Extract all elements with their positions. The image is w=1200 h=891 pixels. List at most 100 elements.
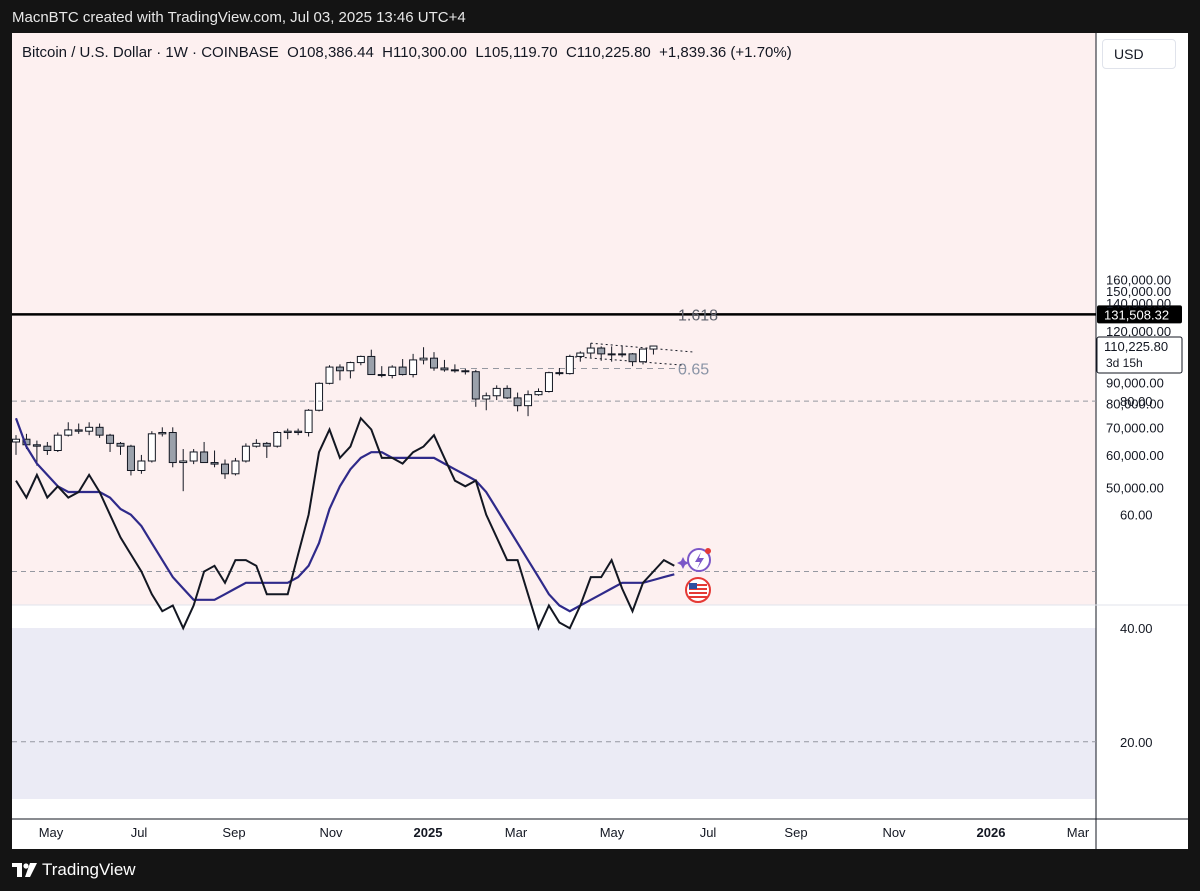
candle[interactable]	[43, 441, 52, 455]
candle-body	[524, 394, 533, 407]
oscillator-lines[interactable]	[12, 400, 1096, 743]
candle[interactable]	[367, 349, 376, 376]
candle[interactable]	[210, 450, 219, 468]
chart-event-icons[interactable]	[677, 548, 711, 603]
price-tick-label: 160,000.00	[1106, 272, 1171, 287]
symbol-legend[interactable]: Bitcoin / U.S. Dollar · 1W · COINBASE O1…	[22, 44, 792, 61]
candle[interactable]	[544, 371, 553, 393]
time-tick-label: Jul	[700, 825, 717, 840]
chart-canvas[interactable]: 1.618 131,508.32 0.65 50,000.00 60,000.00 70…	[12, 33, 1188, 849]
candle[interactable]	[53, 432, 62, 452]
candle[interactable]	[597, 346, 606, 361]
us-flag-icon[interactable]	[685, 577, 711, 603]
candle[interactable]	[231, 457, 240, 476]
candle[interactable]	[74, 423, 83, 434]
candle[interactable]	[273, 431, 282, 448]
candle[interactable]	[440, 359, 449, 372]
candle[interactable]	[607, 346, 616, 362]
candle[interactable]	[137, 454, 146, 474]
symbol-name[interactable]: Bitcoin / U.S. Dollar · 1W · COINBASE	[22, 44, 279, 61]
candle[interactable]	[85, 422, 94, 436]
oscillator-main-line[interactable]	[15, 416, 675, 631]
oscillator-signal-line[interactable]	[14, 417, 675, 613]
candle[interactable]	[158, 427, 167, 437]
candle[interactable]	[503, 385, 512, 399]
candle-body	[377, 374, 386, 377]
candle-body	[586, 347, 595, 354]
candle[interactable]	[64, 422, 73, 437]
candle[interactable]	[12, 435, 20, 455]
candle[interactable]	[649, 345, 658, 355]
candle[interactable]	[335, 364, 344, 381]
candle[interactable]	[262, 441, 271, 458]
candle-body	[64, 429, 73, 436]
candle[interactable]	[628, 353, 637, 367]
candle-body	[315, 382, 324, 411]
candle-body	[430, 357, 438, 369]
price-tick-label: 140,000.00	[1106, 296, 1171, 311]
candle[interactable]	[106, 433, 115, 452]
candle[interactable]	[586, 343, 595, 358]
candle[interactable]	[221, 459, 229, 479]
fibonacci-levels[interactable]: 1.618 131,508.32 0.65	[12, 305, 1182, 379]
pennant-lower-trendline[interactable]	[569, 355, 685, 366]
candle[interactable]	[618, 345, 627, 358]
candle[interactable]	[283, 428, 292, 440]
candlestick-series[interactable]	[12, 343, 658, 492]
candle[interactable]	[388, 365, 397, 379]
candle[interactable]	[356, 355, 365, 366]
candle[interactable]	[304, 409, 313, 437]
candle[interactable]	[513, 392, 522, 412]
candle[interactable]	[377, 366, 386, 378]
candle[interactable]	[294, 428, 303, 436]
candle[interactable]	[325, 365, 334, 385]
currency-selector[interactable]: USD	[1102, 39, 1176, 69]
lightning-badge-icon[interactable]	[677, 548, 711, 572]
candle[interactable]	[315, 382, 324, 412]
candle-body	[534, 391, 543, 396]
candle[interactable]	[241, 443, 250, 463]
candle[interactable]	[419, 347, 428, 365]
candle[interactable]	[147, 431, 156, 463]
candle[interactable]	[126, 444, 135, 476]
time-tick-label: Mar	[505, 825, 528, 840]
candle[interactable]	[179, 449, 188, 492]
candle[interactable]	[346, 361, 355, 379]
price-axis[interactable]: 50,000.00 60,000.00 70,000.00 80,000.00 90,0…	[1106, 272, 1171, 495]
candle[interactable]	[555, 367, 564, 376]
candle[interactable]	[534, 388, 543, 396]
candle[interactable]	[116, 441, 125, 455]
time-axis[interactable]: May Jul Sep Nov 2025 Mar May Jul Sep Nov 2026 Mar	[39, 825, 1090, 840]
candle-body	[607, 353, 616, 356]
candle[interactable]	[565, 354, 574, 375]
candle[interactable]	[576, 351, 585, 362]
candle[interactable]	[430, 352, 438, 371]
candle[interactable]	[200, 441, 209, 464]
candle[interactable]	[95, 423, 104, 438]
candle[interactable]	[482, 392, 491, 411]
candle[interactable]	[492, 385, 501, 401]
candle[interactable]	[398, 359, 407, 376]
candle[interactable]	[32, 440, 41, 466]
candle-body	[450, 369, 459, 372]
candle-body	[106, 434, 115, 444]
oscillator-tick-label: 60.00	[1120, 508, 1153, 523]
time-tick-label: Jul	[131, 825, 148, 840]
ohlc-low: L105,119.70	[475, 44, 558, 61]
candle[interactable]	[409, 353, 418, 378]
candle[interactable]	[189, 449, 198, 465]
candle[interactable]	[168, 427, 177, 468]
candle-body	[597, 347, 606, 355]
candle[interactable]	[450, 364, 459, 373]
oscillator-axis[interactable]: 20.00 40.00 60.00 80.00	[1120, 394, 1153, 750]
pennant-pattern[interactable]	[569, 342, 696, 366]
candle[interactable]	[524, 390, 533, 417]
chart-frame[interactable]: 1.618 131,508.32 0.65 50,000.00 60,000.00 70…	[12, 33, 1188, 849]
candle[interactable]	[461, 368, 470, 375]
candle[interactable]	[639, 348, 647, 365]
last-price-box	[1096, 336, 1183, 374]
time-tick-label: Nov	[319, 825, 343, 840]
candle[interactable]	[252, 439, 261, 448]
candle-body	[189, 451, 198, 462]
candle-body	[628, 353, 637, 363]
